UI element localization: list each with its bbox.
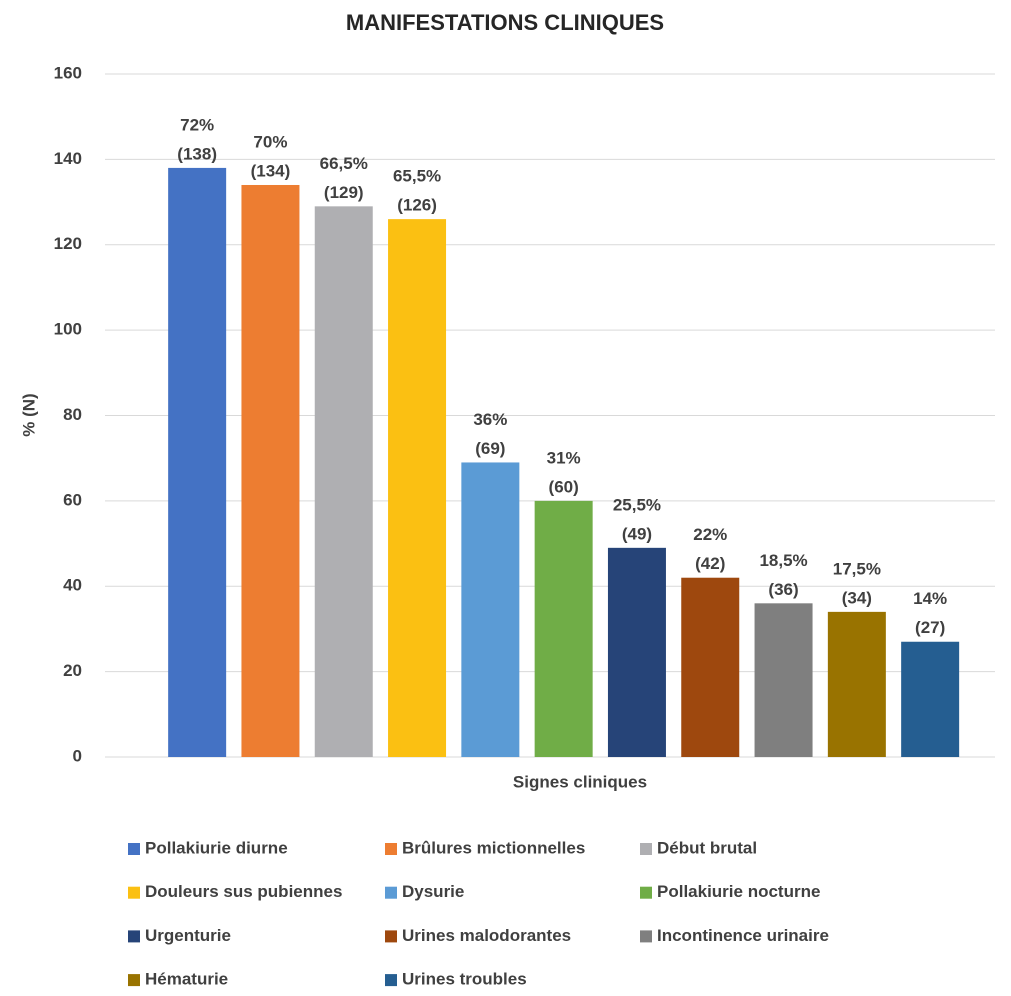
data-label: 31% (547, 448, 581, 467)
chart-title: MANIFESTATIONS CLINIQUES (346, 10, 664, 35)
legend-swatch (128, 974, 140, 987)
data-label: 36% (473, 410, 507, 429)
y-tick-label: 140 (54, 149, 82, 168)
y-tick-label: 60 (63, 490, 82, 509)
data-label: 66,5% (320, 154, 368, 173)
y-tick-label: 160 (54, 63, 82, 82)
bar (901, 641, 960, 757)
data-label: (129) (324, 183, 364, 202)
legend-swatch (385, 974, 397, 987)
legend-label: Urgenturie (145, 926, 231, 945)
data-label: (134) (251, 161, 291, 180)
y-axis-label: % (N) (19, 393, 38, 436)
bar (754, 603, 813, 757)
legend-swatch (385, 886, 397, 899)
legend-swatch (640, 930, 652, 943)
legend-label: Brûlures mictionnelles (402, 838, 585, 857)
legend-label: Dysurie (402, 882, 464, 901)
legend-label: Début brutal (657, 838, 757, 857)
bar (607, 547, 666, 757)
y-tick-label: 0 (73, 746, 82, 765)
y-tick-label: 100 (54, 320, 82, 339)
data-label: (69) (475, 439, 505, 458)
bar (168, 167, 227, 758)
bar (388, 219, 447, 757)
y-tick-label: 40 (63, 576, 82, 595)
y-tick-label: 120 (54, 234, 82, 253)
data-label: (60) (549, 477, 579, 496)
data-label: (49) (622, 524, 652, 543)
bar (241, 184, 300, 758)
data-label: 17,5% (833, 559, 881, 578)
data-label: 72% (180, 115, 214, 134)
legend-label: Pollakiurie diurne (145, 838, 288, 857)
legend-swatch (128, 930, 140, 943)
bar (461, 462, 520, 757)
bar (827, 611, 886, 757)
legend-swatch (128, 843, 140, 855)
legend-label: Douleurs sus pubiennes (145, 882, 342, 901)
legend-label: Hématurie (145, 970, 228, 989)
legend-swatch (128, 886, 140, 899)
legend-swatch (385, 843, 397, 855)
bar (534, 500, 593, 757)
bar (681, 577, 740, 757)
y-tick-label: 20 (63, 661, 82, 680)
legend-swatch (640, 843, 652, 855)
data-label: (27) (915, 618, 945, 637)
data-label: (42) (695, 554, 725, 573)
data-label: (36) (768, 580, 798, 599)
data-label: 25,5% (613, 495, 661, 514)
legend-label: Pollakiurie nocturne (657, 882, 820, 901)
legend-swatch (385, 930, 397, 943)
data-label: 65,5% (393, 167, 441, 186)
data-label: 18,5% (759, 551, 807, 570)
bar (314, 206, 373, 758)
legend-label: Urines malodorantes (402, 926, 571, 945)
data-label: 70% (253, 132, 287, 151)
data-label: 14% (913, 589, 947, 608)
data-label: (34) (842, 588, 872, 607)
data-label: 22% (693, 525, 727, 544)
data-label: (126) (397, 196, 437, 215)
x-axis-label: Signes cliniques (513, 772, 647, 791)
y-tick-label: 80 (63, 405, 82, 424)
legend-label: Urines troubles (402, 970, 527, 989)
legend-label: Incontinence urinaire (657, 926, 829, 945)
legend-swatch (640, 886, 652, 899)
data-label: (138) (177, 144, 217, 163)
